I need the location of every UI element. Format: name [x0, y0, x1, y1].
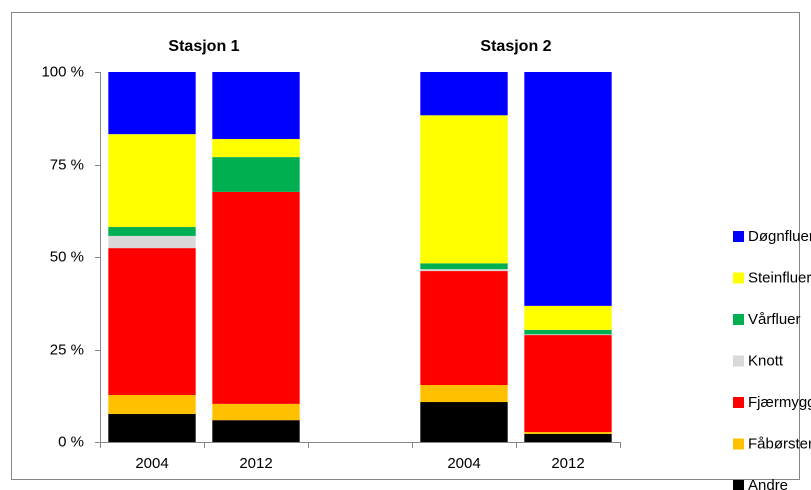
y-tick-label: 0 %	[58, 433, 84, 450]
bar-segment	[108, 235, 196, 249]
bar-segment	[108, 72, 196, 135]
bar-segment	[524, 433, 612, 442]
bar-segment	[108, 134, 196, 228]
legend-label: Fjærmygg	[748, 394, 811, 411]
bar-segment	[524, 305, 612, 330]
legend-swatch	[733, 480, 744, 490]
group-title: Stasjon 2	[480, 38, 551, 55]
bar-segment	[212, 138, 300, 158]
bar-segment	[212, 403, 300, 421]
bar-segment	[420, 385, 508, 403]
bar-segment	[524, 334, 612, 336]
legend-label: Døgnfluer	[748, 228, 811, 245]
x-tick-label: 2012	[551, 455, 584, 472]
bar-segment	[420, 72, 508, 116]
legend-label: Knott	[748, 352, 784, 369]
y-tick-label: 50 %	[50, 248, 84, 265]
bar-segment	[420, 402, 508, 442]
x-tick-label: 2004	[135, 455, 168, 472]
group-title: Stasjon 1	[168, 38, 239, 55]
bar-segment	[420, 263, 508, 270]
bar-segment	[420, 269, 508, 272]
bar-segment	[108, 413, 196, 442]
legend-swatch	[733, 438, 744, 450]
legend-swatch	[733, 314, 744, 325]
bar-segment	[524, 72, 612, 306]
bar-segment	[524, 432, 612, 434]
bar-segment	[524, 329, 612, 335]
y-tick-label: 100 %	[41, 63, 84, 80]
bar-segment	[108, 227, 196, 236]
bar-segment	[212, 157, 300, 192]
x-tick-label: 2012	[239, 455, 272, 472]
bar-segment	[524, 335, 612, 433]
bar-segment	[420, 271, 508, 386]
legend-swatch	[733, 272, 744, 284]
bar-segment	[212, 72, 300, 139]
bar-segment	[420, 115, 508, 264]
y-tick-label: 25 %	[50, 341, 84, 358]
legend-swatch	[733, 355, 744, 367]
bar-segment	[212, 191, 300, 404]
legend-label: Andre	[748, 477, 788, 490]
y-tick-label: 75 %	[50, 156, 84, 173]
legend-swatch	[733, 397, 744, 408]
legend-label: Fåbørstemark	[748, 435, 811, 452]
legend-label: Steinfluer	[748, 269, 811, 286]
bar-segment	[108, 395, 196, 414]
bar-segment	[212, 420, 300, 442]
x-tick-label: 2004	[447, 455, 480, 472]
legend-swatch	[733, 231, 744, 242]
bar-segment	[108, 248, 196, 396]
legend-label: Vårfluer	[748, 311, 801, 328]
